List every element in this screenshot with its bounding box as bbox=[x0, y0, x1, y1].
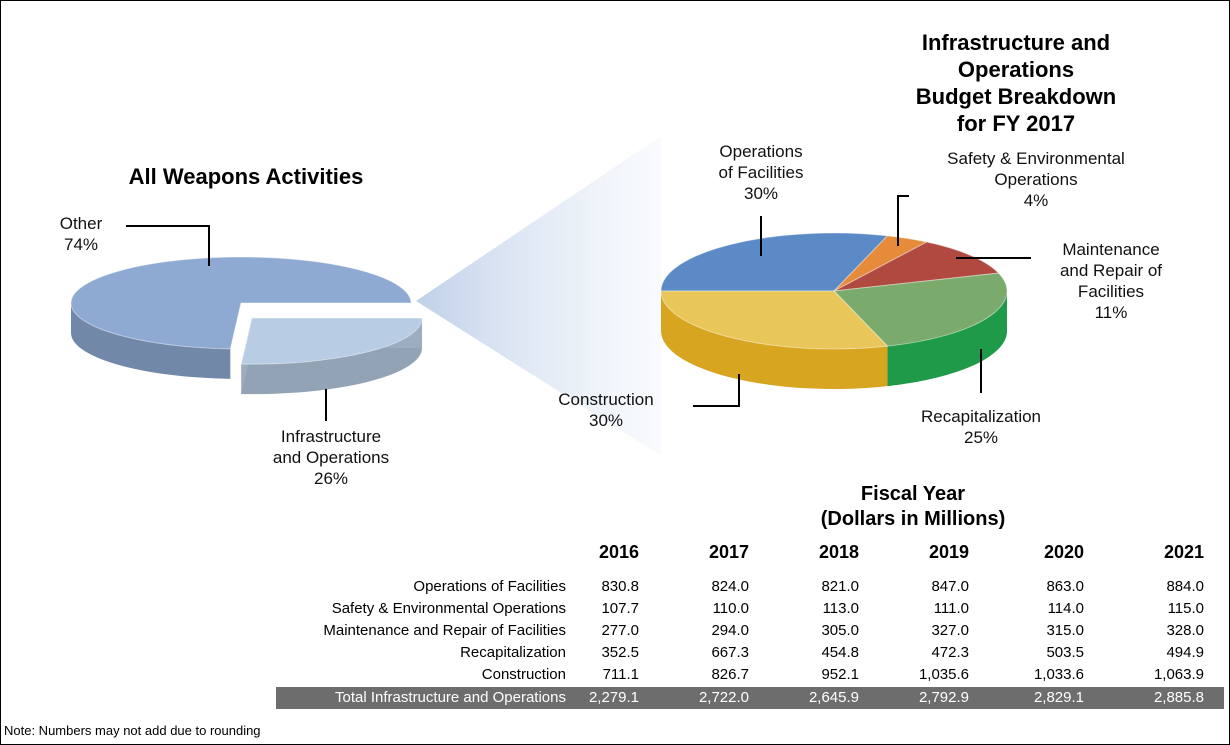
slice-label: Maintenance and Repair of Facilities bbox=[1059, 240, 1163, 301]
pie-slice bbox=[70, 256, 412, 350]
table-cell: 821.0 bbox=[821, 578, 859, 595]
slice-label: Operations of Facilities bbox=[718, 142, 804, 182]
table-cell: 826.7 bbox=[711, 666, 749, 683]
table-cell: 113.0 bbox=[822, 600, 859, 617]
column-header: 2018 bbox=[818, 542, 859, 562]
table-cell: 305.0 bbox=[821, 622, 859, 639]
slice-value-label: 4% bbox=[1023, 191, 1049, 210]
slice-label: Safety & Environmental Operations bbox=[947, 149, 1125, 189]
table-cell: 667.3 bbox=[711, 644, 749, 661]
table-cell: 847.0 bbox=[931, 578, 969, 595]
slice-value-label: 25% bbox=[963, 428, 999, 447]
total-cell: 2,645.9 bbox=[808, 689, 859, 706]
pie-slice bbox=[240, 317, 423, 365]
row-label: Construction bbox=[481, 666, 566, 683]
table-cell: 115.0 bbox=[1167, 600, 1204, 617]
column-header: 2019 bbox=[928, 542, 969, 562]
total-cell: 2,722.0 bbox=[698, 689, 749, 706]
table-cell: 111.0 bbox=[933, 600, 969, 617]
table-cell: 472.3 bbox=[931, 644, 969, 661]
slice-side bbox=[660, 291, 888, 389]
slice-label: Other bbox=[59, 214, 103, 233]
slice-value-label: 30% bbox=[588, 411, 624, 430]
table-cell: 863.0 bbox=[1046, 578, 1084, 595]
column-header: 2016 bbox=[598, 542, 639, 562]
slice-label: Construction bbox=[558, 390, 654, 409]
pie-slice bbox=[660, 232, 889, 292]
table-cell: 114.0 bbox=[1047, 600, 1084, 617]
table-cell: 315.0 bbox=[1046, 622, 1084, 639]
pie-slice bbox=[833, 235, 929, 292]
leader-lines bbox=[126, 195, 1031, 421]
slice-side bbox=[71, 303, 231, 379]
table-cell: 494.9 bbox=[1166, 644, 1204, 661]
pie-slice bbox=[832, 272, 1008, 347]
table-cell: 884.0 bbox=[1166, 578, 1204, 595]
column-header: 2017 bbox=[708, 542, 749, 562]
slice-side bbox=[887, 291, 1007, 387]
slice-label: Recapitalization bbox=[920, 407, 1042, 426]
table-cell: 277.0 bbox=[601, 622, 639, 639]
pie-slice bbox=[833, 241, 1000, 292]
row-label: Operations of Facilities bbox=[413, 578, 566, 595]
total-cell: 2,829.1 bbox=[1033, 689, 1084, 706]
slice-value-label: 74% bbox=[63, 235, 99, 254]
table-cell: 711.1 bbox=[602, 666, 639, 683]
table-cell: 1,063.9 bbox=[1153, 666, 1204, 683]
pie-slice bbox=[660, 290, 889, 350]
table-cell: 503.5 bbox=[1046, 644, 1084, 661]
note: Note: Numbers may not add due to roundin… bbox=[4, 723, 261, 738]
table-cell: 1,033.6 bbox=[1033, 666, 1084, 683]
slice-value-label: 30% bbox=[743, 184, 779, 203]
total-label: Total Infrastructure and Operations bbox=[335, 689, 566, 706]
table-cell: 352.5 bbox=[601, 644, 639, 661]
table-cell: 1,035.6 bbox=[918, 666, 969, 683]
table-cell: 327.0 bbox=[931, 622, 969, 639]
column-header: 2021 bbox=[1163, 542, 1204, 562]
table-cell: 294.0 bbox=[711, 622, 749, 639]
row-label: Recapitalization bbox=[460, 644, 566, 661]
total-row-bg bbox=[276, 687, 1224, 709]
pie-title: All Weapons Activities bbox=[128, 164, 364, 189]
total-cell: 2,792.9 bbox=[918, 689, 969, 706]
table-cell: 952.1 bbox=[821, 666, 859, 683]
row-label: Maintenance and Repair of Facilities bbox=[323, 622, 566, 639]
table-cell: 824.0 bbox=[711, 578, 749, 595]
total-cell: 2,279.1 bbox=[588, 689, 639, 706]
table-cell: 328.0 bbox=[1166, 622, 1204, 639]
table-cell: 110.0 bbox=[712, 600, 749, 617]
zoom-fan bbox=[416, 136, 661, 456]
row-label: Safety & Environmental Operations bbox=[331, 600, 566, 617]
column-header: 2020 bbox=[1043, 542, 1084, 562]
table-cell: 454.8 bbox=[821, 644, 859, 661]
table-title: Fiscal Year (Dollars in Millions) bbox=[820, 483, 1006, 530]
slice-side bbox=[241, 318, 422, 395]
table-cell: 107.7 bbox=[601, 600, 639, 617]
slice-value-label: 26% bbox=[313, 469, 349, 488]
slice-value-label: 11% bbox=[1094, 303, 1128, 322]
slice-label: Infrastructure and Operations bbox=[272, 427, 390, 467]
pie-title: Infrastructure and Operations Budget Bre… bbox=[915, 30, 1117, 136]
total-cell: 2,885.8 bbox=[1153, 689, 1204, 706]
table-cell: 830.8 bbox=[601, 578, 639, 595]
